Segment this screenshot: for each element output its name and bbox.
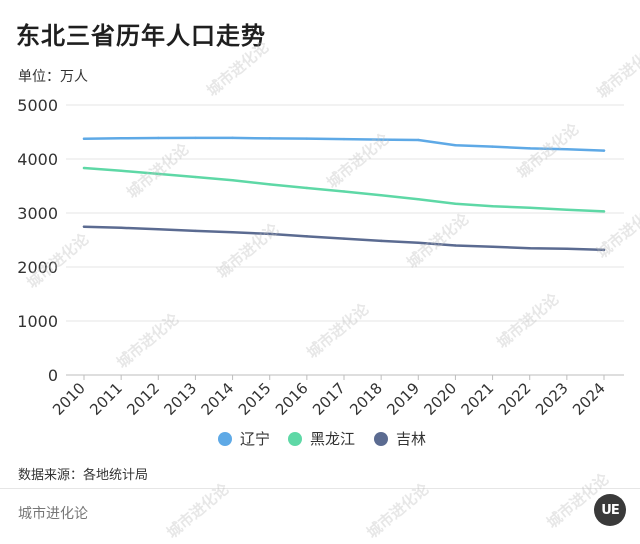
- legend-swatch-jilin: [374, 431, 388, 446]
- data-point: [342, 137, 346, 141]
- data-point: [379, 194, 383, 197]
- data-point: [528, 247, 531, 250]
- data-point: [454, 202, 457, 205]
- data-point: [528, 147, 531, 150]
- legend-swatch-liaoning: [218, 431, 232, 446]
- data-point: [194, 136, 197, 140]
- x-tick-label: 2021: [458, 379, 498, 419]
- series-line-1: [82, 166, 606, 213]
- line-chart: 0100020003000400050002010201120122013201…: [17, 96, 624, 419]
- data-point: [231, 136, 234, 140]
- x-tick-label: 2010: [49, 379, 89, 419]
- brand-name: 城市进化论: [18, 506, 88, 522]
- y-tick-label: 1000: [17, 312, 58, 331]
- chart-legend: 辽宁 黑龙江 吉林: [0, 428, 640, 452]
- data-point: [565, 147, 569, 151]
- data-point: [305, 137, 309, 140]
- x-tick-label: 2012: [123, 379, 163, 419]
- data-point: [491, 145, 494, 148]
- data-point: [417, 138, 420, 142]
- legend-label-heilongjiang: 黑龙江: [310, 430, 356, 448]
- data-point: [119, 226, 123, 230]
- data-point: [417, 241, 420, 245]
- x-tick-label: 2014: [198, 379, 238, 419]
- data-point: [379, 138, 383, 141]
- x-tick-label: 2020: [421, 379, 461, 419]
- legend-item-jilin: 吉林: [374, 428, 426, 449]
- x-tick-label: 2017: [309, 379, 349, 419]
- x-tick-label: 2013: [161, 379, 201, 419]
- data-point: [119, 169, 123, 172]
- legend-label-liaoning: 辽宁: [240, 430, 271, 448]
- data-point: [602, 248, 606, 252]
- data-point: [82, 166, 86, 170]
- data-point: [268, 232, 271, 236]
- x-tick-label: 2018: [346, 379, 386, 419]
- y-tick-label: 3000: [17, 204, 58, 223]
- data-point: [379, 239, 383, 243]
- data-point: [305, 186, 309, 190]
- data-point: [342, 237, 346, 240]
- legend-item-liaoning: 辽宁: [218, 428, 270, 449]
- data-point: [157, 172, 160, 176]
- data-point: [602, 149, 606, 152]
- data-point: [602, 210, 606, 213]
- data-point: [454, 144, 457, 147]
- x-tick-label: 2015: [235, 379, 275, 419]
- data-point: [342, 190, 346, 193]
- x-tick-label: 2016: [272, 379, 312, 419]
- data-point: [454, 244, 457, 247]
- data-point: [565, 247, 569, 250]
- data-point: [417, 198, 420, 201]
- brand-logo: UE: [594, 494, 626, 526]
- legend-swatch-heilongjiang: [288, 431, 302, 446]
- data-point: [82, 225, 86, 228]
- data-source: 数据来源：各地统计局: [18, 468, 149, 483]
- x-tick-label: 2023: [532, 379, 572, 419]
- x-tick-label: 2024: [569, 379, 609, 419]
- legend-label-jilin: 吉林: [396, 430, 427, 448]
- unit-label: 单位：万人: [18, 69, 88, 85]
- data-point: [194, 175, 197, 179]
- data-point: [268, 183, 271, 186]
- chart-title: 东北三省历年人口走势: [16, 22, 266, 50]
- x-tick-label: 2022: [495, 379, 535, 419]
- data-point: [231, 178, 234, 182]
- data-point: [119, 137, 123, 140]
- footer-divider: [0, 488, 640, 489]
- data-point: [565, 208, 569, 211]
- data-point: [491, 245, 494, 248]
- data-point: [491, 205, 494, 208]
- data-point: [268, 137, 271, 140]
- data-point: [231, 231, 234, 234]
- data-point: [194, 229, 197, 233]
- data-point: [305, 235, 309, 238]
- legend-item-heilongjiang: 黑龙江: [288, 428, 355, 449]
- y-tick-label: 5000: [17, 96, 58, 115]
- x-tick-label: 2011: [86, 379, 126, 419]
- data-point: [157, 136, 160, 140]
- y-tick-label: 0: [48, 366, 58, 385]
- x-tick-label: 2019: [383, 379, 423, 419]
- data-point: [528, 206, 531, 209]
- y-tick-label: 4000: [17, 150, 58, 169]
- y-tick-label: 2000: [17, 258, 58, 277]
- data-point: [82, 137, 86, 140]
- data-point: [157, 228, 160, 231]
